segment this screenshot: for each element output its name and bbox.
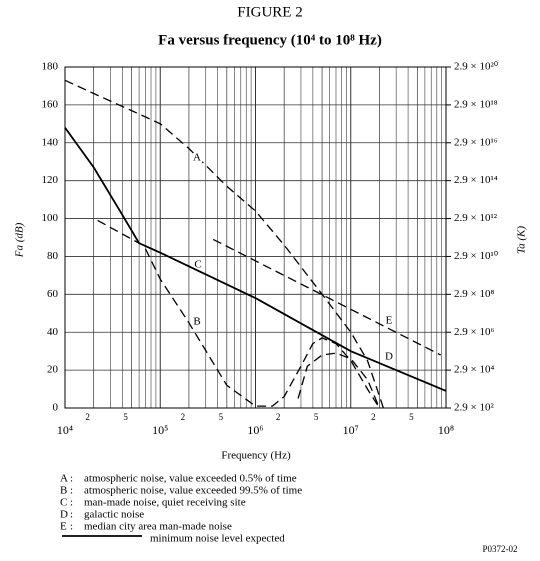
legend-key: A — [60, 473, 68, 485]
y-tick-label: 40 — [47, 326, 59, 338]
legend-label: median city area man-made noise — [84, 521, 232, 533]
legend-label: minimum noise level expected — [150, 533, 285, 545]
series-line — [297, 352, 380, 409]
y2-tick-label: 2.9 × 10¹⁴ — [454, 174, 498, 186]
x-tick-label: 10⁶ — [247, 423, 263, 437]
y-tick-label: 80 — [47, 250, 59, 262]
legend-colon: : — [70, 509, 73, 521]
y-tick-label: 140 — [42, 136, 59, 148]
y2-tick-label: 2.9 × 10⁴ — [454, 364, 494, 376]
y2-tick-label: 2.9 × 10⁶ — [454, 326, 494, 338]
curve-label: C — [194, 259, 201, 271]
y-tick-label: 60 — [47, 288, 59, 300]
y-tick-label: 100 — [42, 212, 59, 224]
series-line — [64, 79, 385, 409]
y-tick-label: 0 — [53, 402, 59, 414]
legend-key: B — [60, 485, 67, 497]
legend-label: man-made noise, quiet receiving site — [84, 497, 246, 509]
x-tick-label: 10⁴ — [57, 423, 73, 437]
series-line — [64, 127, 447, 392]
legend-colon: : — [70, 485, 73, 497]
x-tick-label: 2 — [371, 412, 376, 422]
curve-label: E — [386, 315, 393, 327]
plot-frame — [64, 66, 447, 409]
series-line — [212, 238, 441, 356]
legend-label: atmospheric noise, value exceeded 99.5% … — [84, 485, 302, 497]
y-tick-label: 20 — [47, 364, 59, 376]
y2-tick-label: 2.9 × 10¹⁶ — [454, 136, 498, 148]
legend-key: E — [60, 521, 67, 533]
figure-number: FIGURE 2 — [237, 4, 302, 20]
x-tick-label: 10⁷ — [343, 423, 359, 437]
y2-axis-label: Ta (K) — [516, 226, 528, 254]
y2-tick-label: 2.9 × 10² — [454, 402, 494, 414]
x-tick-label: 5 — [219, 412, 224, 422]
legend-label: atmospheric noise, value exceeded 0.5% o… — [84, 473, 297, 485]
y2-tick-label: 2.9 × 10⁸ — [454, 288, 494, 300]
x-tick-label: 5 — [409, 412, 414, 422]
x-tick-label: 2 — [181, 412, 186, 422]
y-tick-label: 120 — [42, 174, 59, 186]
x-tick-label: 5 — [123, 412, 128, 422]
legend-key: D — [60, 509, 68, 521]
legend-colon: : — [70, 497, 73, 509]
curve-label: B — [193, 316, 200, 328]
series-line — [144, 248, 380, 409]
x-tick-label: 2 — [85, 412, 90, 422]
x-axis-label: Frequency (Hz) — [221, 450, 291, 462]
y2-tick-label: 2.9 × 10²⁰ — [454, 61, 499, 73]
x-tick-label: 10⁵ — [152, 423, 168, 437]
y2-tick-label: 2.9 × 10¹⁰ — [454, 250, 499, 262]
y-tick-label: 180 — [42, 61, 59, 73]
x-tick-label: 2 — [276, 412, 281, 422]
x-tick-label: 10⁸ — [438, 423, 454, 437]
x-tick-label: 5 — [314, 412, 319, 422]
legend-colon: : — [70, 473, 73, 485]
y-tick-label: 160 — [42, 98, 59, 110]
y-axis-label: Fa (dB) — [14, 222, 26, 258]
y2-tick-label: 2.9 × 10¹² — [454, 212, 498, 224]
chart-title: Fa versus frequency (10⁴ to 10⁸ Hz) — [158, 32, 382, 48]
curve-label: D — [385, 351, 393, 363]
y2-tick-label: 2.9 × 10¹⁸ — [454, 98, 498, 110]
legend-key: C — [60, 497, 67, 509]
legend-colon: : — [70, 521, 73, 533]
series-line — [97, 219, 447, 392]
curve-label: A — [193, 152, 201, 164]
figure-id: P0372-02 — [482, 544, 517, 554]
legend-label: galactic noise — [84, 509, 144, 521]
